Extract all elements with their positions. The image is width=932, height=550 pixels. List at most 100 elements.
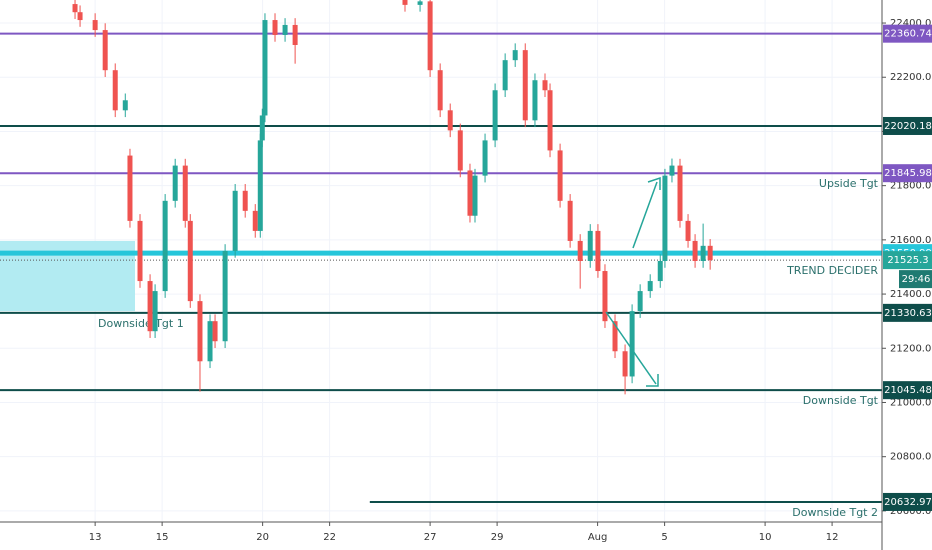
candle-body [669,165,675,176]
level-label: 21845.98 [884,168,932,179]
candle-body [207,321,213,362]
candle-body [187,220,193,302]
candle-body [685,220,691,241]
candle-body [72,4,78,13]
level-label-bg [883,303,932,322]
candle-body [112,70,118,111]
candle-body [622,351,628,377]
candle-body [152,291,158,332]
candle-body [292,24,298,45]
candle-body [102,30,108,71]
candle-body [467,170,473,216]
level-annotation: TREND DECIDER [786,264,878,277]
candle-body [402,0,408,5]
candle-body [222,250,228,342]
candle-body [700,245,706,261]
level-annotation: Upside Tgt [819,177,879,190]
candle-body [162,200,168,292]
level-label: 22020.18 [884,121,932,132]
candle-body [657,261,663,282]
x-tick-label: Aug [588,532,608,543]
candle-body [482,140,488,176]
candle-body [542,80,548,91]
candle-body [662,175,668,261]
level-label: 21045.48 [884,385,932,396]
y-tick-label: 20600.00 [890,506,932,517]
candle-body [522,50,528,121]
candle-body [252,210,258,231]
level-label-bg [883,492,932,511]
candle-body [257,140,263,231]
candle-body [557,150,563,201]
countdown: 29:46 [902,274,931,285]
candle-body [272,20,278,35]
level-label: 21525.3 [887,255,928,266]
candle-body [147,281,153,332]
candles [72,0,713,395]
candle-body [282,24,288,35]
x-tick-label: 22 [323,532,336,543]
y-tick-label: 22200.00 [890,72,932,83]
level-label-bg [883,381,932,400]
y-tick-label: 21000.00 [890,397,932,408]
arrow [605,311,657,385]
level-annotation: Downside Tgt [803,394,879,407]
y-tick-label: 21600.00 [890,235,932,246]
level-annotation: Downside Tgt 1 [98,317,184,330]
candle-body [692,240,698,261]
candle-body [612,321,618,352]
levels: Upside Tgt TREND DECIDER Downside Tgt 1 Dow… [0,32,882,519]
axes: 20600.00 20800.00 21000.00 21200.00 21400.00… [89,18,932,543]
arrow-head [647,176,661,190]
level-label: 22360.74 [884,29,932,40]
x-tick-label: 20 [256,532,269,543]
arrow [632,181,658,249]
candle-body [259,115,265,141]
candle-body [242,190,248,211]
level-label-bg [883,116,932,135]
x-tick-label: 15 [156,532,169,543]
level-label: 20632.97 [884,497,932,508]
candle-body [127,155,133,221]
candle-body [647,281,653,292]
level-annotation: Downside Tgt 2 [792,506,878,519]
candle-body [492,90,498,141]
y-tick-label: 21400.00 [890,289,932,300]
x-tick-label: 27 [424,532,437,543]
candle-body [472,175,478,216]
candle-body [232,190,238,251]
x-tick-label: 5 [661,532,667,543]
candle-body [457,130,463,171]
level-label-bg [883,164,932,183]
candle-body [587,230,593,261]
x-tick-label: 12 [826,532,839,543]
candle-body [197,301,203,362]
candle-body [602,271,608,322]
candle-body [637,291,643,312]
candle-body [677,165,683,221]
candle-body [577,240,583,261]
level-label: 21330.63 [884,308,932,319]
candle-body [532,80,538,121]
candle-body [262,20,268,116]
candle-body [595,230,601,272]
level-label-bg [883,251,932,270]
arrow-head [646,374,659,387]
trend-arrows [605,176,661,387]
candle-body [447,110,453,131]
countdown-bg [899,270,932,289]
candle-body [417,1,423,5]
candle-body [137,220,143,282]
y-tick-label: 21800.00 [890,181,932,192]
candle-body [172,165,178,201]
price-labels: 22360.7422020.1821845.9821550.9921525.32… [883,24,932,511]
candle-body [122,100,128,111]
y-tick-label: 21200.00 [890,343,932,354]
candle-body [547,90,553,151]
candle-body [212,321,218,342]
candle-body [512,50,518,61]
candle-body [437,70,443,111]
candle-body [502,60,508,91]
candle-body [427,1,433,71]
